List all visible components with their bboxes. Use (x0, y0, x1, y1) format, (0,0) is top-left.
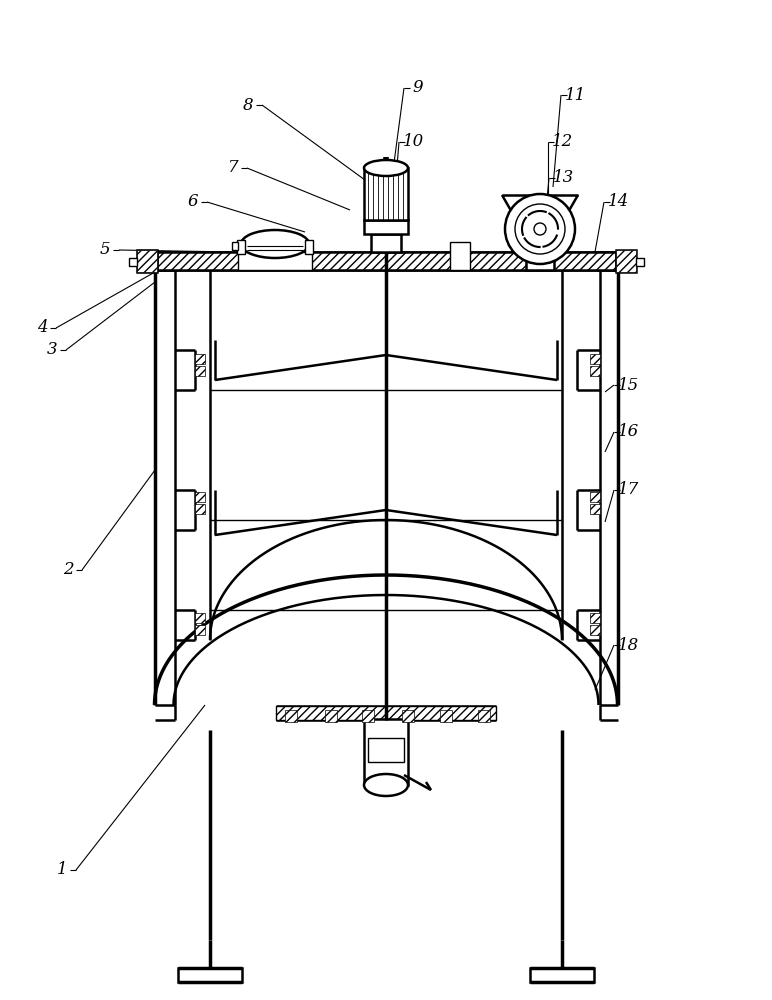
Bar (530, 968, 594, 982)
Bar (137, 250, 157, 272)
Bar (285, 710, 297, 722)
Bar (137, 250, 157, 272)
Bar (178, 968, 242, 982)
Bar (590, 613, 600, 623)
Bar (195, 613, 205, 623)
Bar (237, 240, 245, 254)
Text: 11: 11 (564, 87, 586, 104)
Bar (368, 738, 404, 762)
Bar (526, 238, 554, 270)
Text: 6: 6 (188, 194, 198, 211)
Bar (137, 250, 157, 272)
Bar (364, 168, 408, 220)
Text: 12: 12 (551, 133, 573, 150)
Text: 17: 17 (618, 482, 638, 498)
Bar (157, 252, 616, 270)
Text: 1: 1 (56, 861, 67, 879)
Bar (362, 710, 374, 722)
Ellipse shape (364, 774, 408, 796)
Bar (590, 504, 600, 514)
Bar (402, 710, 414, 722)
Bar (371, 234, 401, 252)
Bar (440, 710, 452, 722)
Ellipse shape (241, 230, 309, 258)
Text: 4: 4 (37, 320, 47, 336)
Bar (598, 252, 618, 270)
Bar (305, 240, 313, 254)
Bar (364, 719, 408, 785)
Text: 2: 2 (63, 562, 73, 578)
Bar (450, 242, 470, 270)
Bar (195, 625, 205, 635)
Bar (636, 258, 644, 266)
Text: 9: 9 (413, 80, 423, 97)
Bar (478, 710, 490, 722)
Bar (276, 706, 496, 720)
Bar (129, 258, 137, 266)
Bar (232, 242, 238, 250)
Text: 7: 7 (228, 159, 239, 176)
Bar (616, 250, 636, 272)
Bar (364, 220, 408, 234)
Bar (616, 250, 636, 272)
Text: 10: 10 (402, 133, 424, 150)
Text: 5: 5 (100, 241, 110, 258)
Bar (590, 366, 600, 376)
Text: 3: 3 (46, 342, 57, 359)
Bar (195, 366, 205, 376)
Bar (590, 625, 600, 635)
Bar (590, 354, 600, 364)
Bar (195, 504, 205, 514)
Ellipse shape (364, 160, 408, 176)
Bar (195, 492, 205, 502)
Text: 8: 8 (242, 97, 253, 113)
Text: 18: 18 (618, 637, 638, 654)
Bar (238, 252, 312, 270)
Circle shape (515, 204, 565, 254)
Bar (590, 492, 600, 502)
Bar (155, 252, 175, 270)
Text: 16: 16 (618, 424, 638, 440)
Bar (195, 354, 205, 364)
Circle shape (505, 194, 575, 264)
Text: 13: 13 (553, 169, 574, 186)
Bar (325, 710, 337, 722)
Text: 15: 15 (618, 376, 638, 393)
Circle shape (534, 223, 546, 235)
Text: 14: 14 (608, 194, 628, 211)
